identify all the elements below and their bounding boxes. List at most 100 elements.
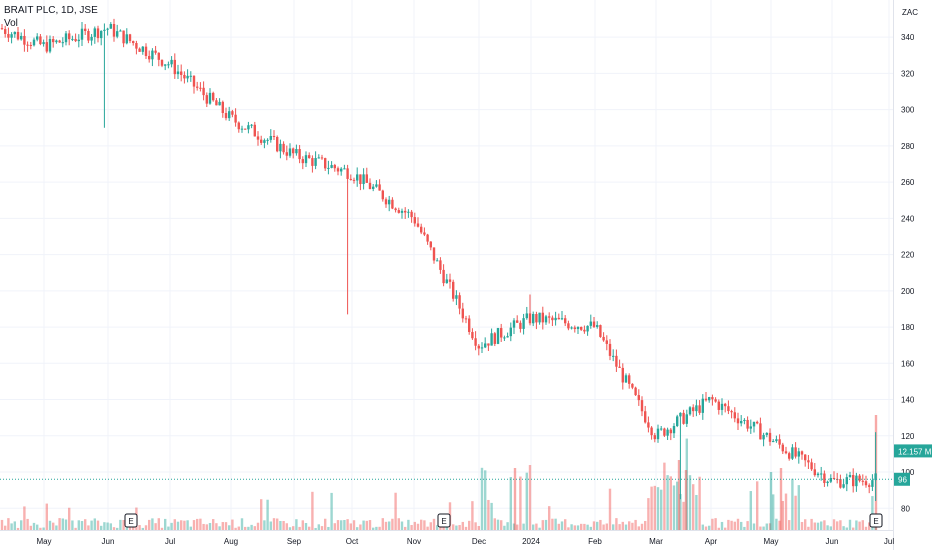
chart-grid	[0, 0, 893, 530]
candle-body	[164, 64, 167, 66]
volume-bar	[196, 518, 199, 530]
candle-body	[100, 30, 103, 39]
volume-bar	[506, 522, 509, 530]
volume-bar	[141, 527, 144, 530]
time-tick-label: Apr	[705, 537, 718, 546]
candle-body	[151, 50, 154, 60]
candle-body	[29, 44, 32, 46]
candle-body	[119, 30, 122, 32]
candle-body	[621, 367, 624, 383]
candle-body	[301, 159, 304, 164]
candle-body	[93, 28, 96, 37]
volume-bar	[308, 526, 311, 530]
candle-body	[759, 423, 762, 440]
candle-body	[868, 485, 871, 487]
candle-body	[727, 406, 730, 412]
candle-body	[109, 24, 112, 29]
volume-bar	[119, 519, 122, 530]
volume-bar	[116, 527, 119, 530]
volume-bar	[64, 519, 68, 530]
volume-bar	[602, 524, 605, 530]
volume-bar	[400, 521, 404, 530]
candle-body	[381, 190, 384, 200]
volume-bar	[212, 519, 215, 530]
candle-body	[330, 165, 333, 168]
volume-bar	[576, 525, 580, 530]
price-tick-label: 280	[901, 142, 915, 151]
volume-bar	[807, 526, 810, 530]
candle-body	[743, 419, 746, 422]
volume-bar	[503, 525, 506, 530]
volume-bar	[560, 521, 564, 530]
volume-bar	[775, 518, 778, 530]
volume-bar	[276, 518, 279, 530]
volume-bar	[813, 522, 816, 530]
candle-body	[516, 320, 519, 323]
volume-bar	[164, 518, 167, 530]
candle-body	[228, 111, 231, 119]
volume-bar	[692, 484, 695, 530]
candle-body	[42, 42, 45, 45]
candle-body	[567, 323, 570, 329]
candle-body	[538, 312, 541, 323]
volume-bar	[676, 481, 679, 530]
volume-bar	[769, 472, 773, 530]
volume-bar	[804, 519, 807, 530]
volume-bar	[663, 462, 666, 530]
volume-bar	[74, 527, 77, 530]
volume-bar	[724, 527, 727, 530]
volume-bar	[740, 521, 743, 530]
last-price-label: 96	[898, 475, 907, 484]
volume-bar	[109, 523, 112, 530]
earnings-marker-label: E	[873, 517, 878, 526]
candle-body	[7, 33, 10, 38]
candle-body	[269, 135, 272, 140]
volume-bar	[455, 525, 458, 530]
volume-bar	[39, 527, 42, 530]
volume-bar	[224, 522, 228, 530]
volume-bar	[474, 522, 477, 530]
candle-body	[352, 179, 356, 181]
volume-bar	[525, 472, 528, 530]
volume-bar	[677, 460, 681, 530]
volume-bar	[701, 524, 704, 530]
volume-bar	[317, 524, 320, 530]
volume-bar	[836, 521, 839, 530]
candle-body	[4, 29, 7, 34]
price-tick-label: 80	[901, 504, 910, 513]
price-tick-label: 200	[901, 287, 915, 296]
candle-body	[320, 157, 324, 159]
volume-bar	[583, 523, 586, 530]
candle-body	[519, 322, 522, 329]
volume-bar	[522, 523, 525, 530]
volume-bar	[532, 524, 535, 530]
volume-bar	[727, 519, 730, 530]
volume-bar	[772, 494, 775, 530]
candle-body	[32, 39, 36, 46]
candle-body	[749, 426, 752, 429]
candle-body	[493, 333, 496, 344]
price-tick-label: 120	[901, 432, 915, 441]
volume-bar	[452, 524, 455, 530]
volume-bar	[781, 500, 784, 530]
volume-bar	[644, 520, 647, 530]
volume-bar	[779, 468, 783, 530]
volume-bar	[426, 526, 429, 530]
candle-body	[138, 48, 141, 52]
volume-bar	[285, 523, 288, 530]
volume-bar	[378, 526, 381, 530]
candle-body	[298, 149, 301, 160]
candle-body	[13, 31, 16, 35]
candle-body	[276, 136, 279, 152]
candle-body	[404, 210, 407, 213]
volume-bar	[356, 527, 359, 530]
candle-body	[253, 124, 256, 137]
candle-body	[560, 318, 564, 320]
volume-bar	[445, 526, 448, 530]
candle-body	[813, 469, 816, 476]
candle-body	[288, 148, 292, 156]
volume-bar	[26, 518, 29, 530]
time-tick-label: Jun	[826, 537, 839, 546]
volume-bar	[420, 519, 423, 530]
